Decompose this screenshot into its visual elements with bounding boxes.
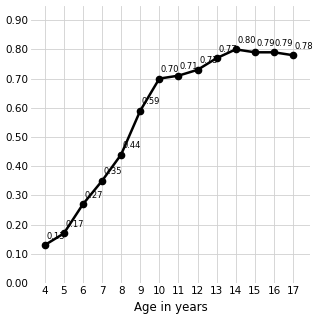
Text: 0.80: 0.80 <box>237 36 256 45</box>
Text: 0.70: 0.70 <box>161 65 180 74</box>
Text: 0.13: 0.13 <box>46 232 65 241</box>
Text: 0.78: 0.78 <box>294 42 313 51</box>
Text: 0.73: 0.73 <box>199 56 218 66</box>
Text: 0.35: 0.35 <box>104 167 122 176</box>
Text: 0.77: 0.77 <box>218 45 237 54</box>
X-axis label: Age in years: Age in years <box>134 301 208 315</box>
Text: 0.79: 0.79 <box>275 39 293 48</box>
Text: 0.71: 0.71 <box>180 62 198 71</box>
Text: 0.27: 0.27 <box>84 191 103 200</box>
Text: 0.44: 0.44 <box>123 141 141 150</box>
Text: 0.59: 0.59 <box>142 97 160 106</box>
Text: 0.79: 0.79 <box>256 39 275 48</box>
Text: 0.17: 0.17 <box>65 220 84 229</box>
